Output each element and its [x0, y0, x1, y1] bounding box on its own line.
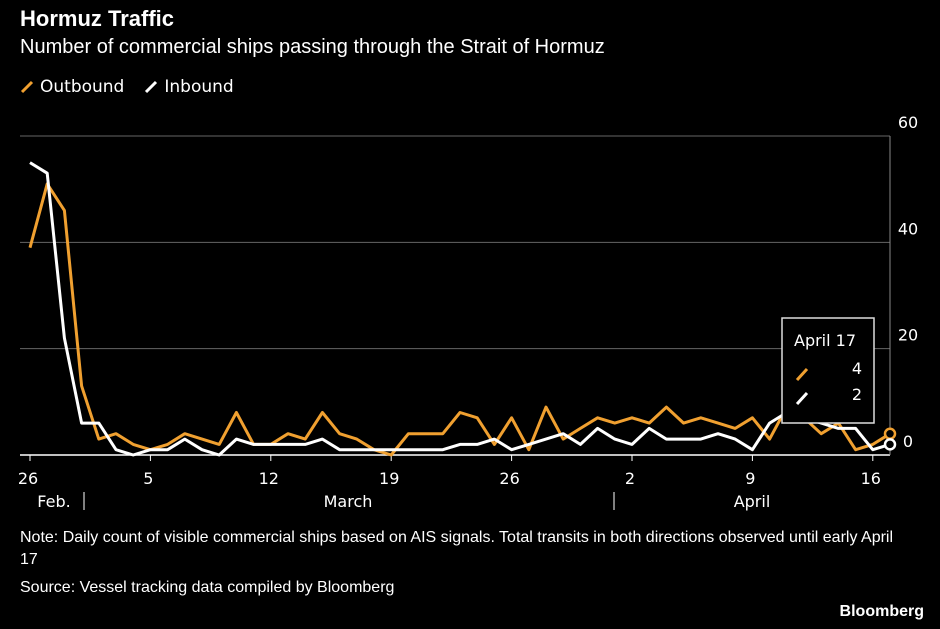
series-lines: [28, 161, 897, 457]
month-label: April: [734, 492, 771, 511]
month-label: March: [324, 492, 373, 511]
x-tick-label: 5: [143, 469, 153, 488]
outbound-swatch-icon: [20, 80, 34, 94]
tooltip-box: [781, 317, 875, 424]
chart-subtitle: Number of commercial ships passing throu…: [20, 36, 605, 58]
legend-item-outbound: Outbound: [20, 77, 124, 97]
tooltip: April 17 4 2: [781, 317, 875, 424]
x-tick-label: 12: [259, 469, 279, 488]
y-tick-label: 0: [903, 432, 913, 451]
tooltip-inbound-value: 2: [852, 385, 862, 404]
month-label: Feb.: [37, 492, 70, 511]
chart-source: Source: Vessel tracking data compiled by…: [20, 579, 395, 596]
chart-note: Note: Daily count of visible commercial …: [20, 529, 894, 568]
series-line-inbound: [29, 161, 891, 457]
x-tick-label: 2: [625, 469, 635, 488]
y-tick-label: 20: [898, 326, 918, 345]
series-line-outbound: [28, 182, 891, 457]
inbound-swatch-icon: [145, 80, 158, 94]
y-tick-label: 60: [898, 113, 918, 132]
legend-label-outbound: Outbound: [40, 77, 125, 97]
tooltip-inbound-icon: [795, 391, 809, 406]
legend: Outbound Inbound: [20, 77, 234, 97]
tooltip-date: April 17: [794, 331, 856, 350]
x-tick-label: 26: [499, 469, 519, 488]
end-marker-inbound: [883, 438, 897, 451]
end-marker-outbound: [883, 427, 897, 440]
y-tick-label: 40: [898, 219, 918, 238]
x-tick-label: 16: [861, 469, 881, 488]
legend-item-inbound: Inbound: [144, 77, 234, 97]
tooltip-outbound-icon: [795, 367, 809, 382]
legend-label-inbound: Inbound: [164, 77, 234, 97]
brand-logo: Bloomberg: [839, 603, 924, 620]
x-tick-label: 9: [745, 469, 755, 488]
grid: [20, 135, 891, 456]
ticks: 0 20 40 60 26 5 12 19 26 2 9 16 Feb. March April: [18, 113, 918, 511]
x-tick-label: 19: [379, 469, 399, 488]
x-tick-label: 26: [18, 469, 38, 488]
chart-title: Hormuz Traffic: [20, 6, 175, 31]
tooltip-outbound-value: 4: [852, 359, 862, 378]
